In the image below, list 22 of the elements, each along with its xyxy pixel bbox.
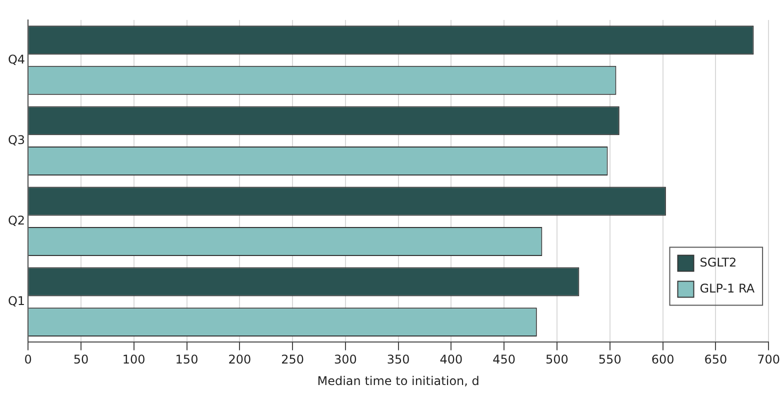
x-axis-title: Median time to initiation, d xyxy=(317,374,480,388)
legend-label: SGLT2 xyxy=(700,255,737,270)
legend-label: GLP-1 RA xyxy=(700,281,756,296)
y-tick-label: Q1 xyxy=(8,294,26,308)
x-tick-label: 450 xyxy=(492,352,516,367)
x-tick-label: 400 xyxy=(440,352,463,367)
x-tick-label: 250 xyxy=(281,352,304,367)
x-tick-label: 700 xyxy=(757,352,780,367)
x-tick-label: 200 xyxy=(228,352,252,367)
x-tick-label: 650 xyxy=(704,352,728,367)
x-tick-label: 600 xyxy=(651,352,674,367)
x-tick-label: 50 xyxy=(73,352,89,367)
x-tick-label: 500 xyxy=(546,352,568,367)
y-tick-label: Q2 xyxy=(8,214,26,228)
x-tick-label: 550 xyxy=(598,352,622,367)
y-tick-label: Q3 xyxy=(8,132,26,147)
x-tick-label: 100 xyxy=(122,352,146,367)
x-tick-label: 150 xyxy=(175,352,198,367)
x-tick-label: 350 xyxy=(386,352,410,367)
x-tick-label: 0 xyxy=(24,352,32,367)
y-tick-label: Q4 xyxy=(8,52,26,66)
x-tick-label: 300 xyxy=(334,352,357,367)
